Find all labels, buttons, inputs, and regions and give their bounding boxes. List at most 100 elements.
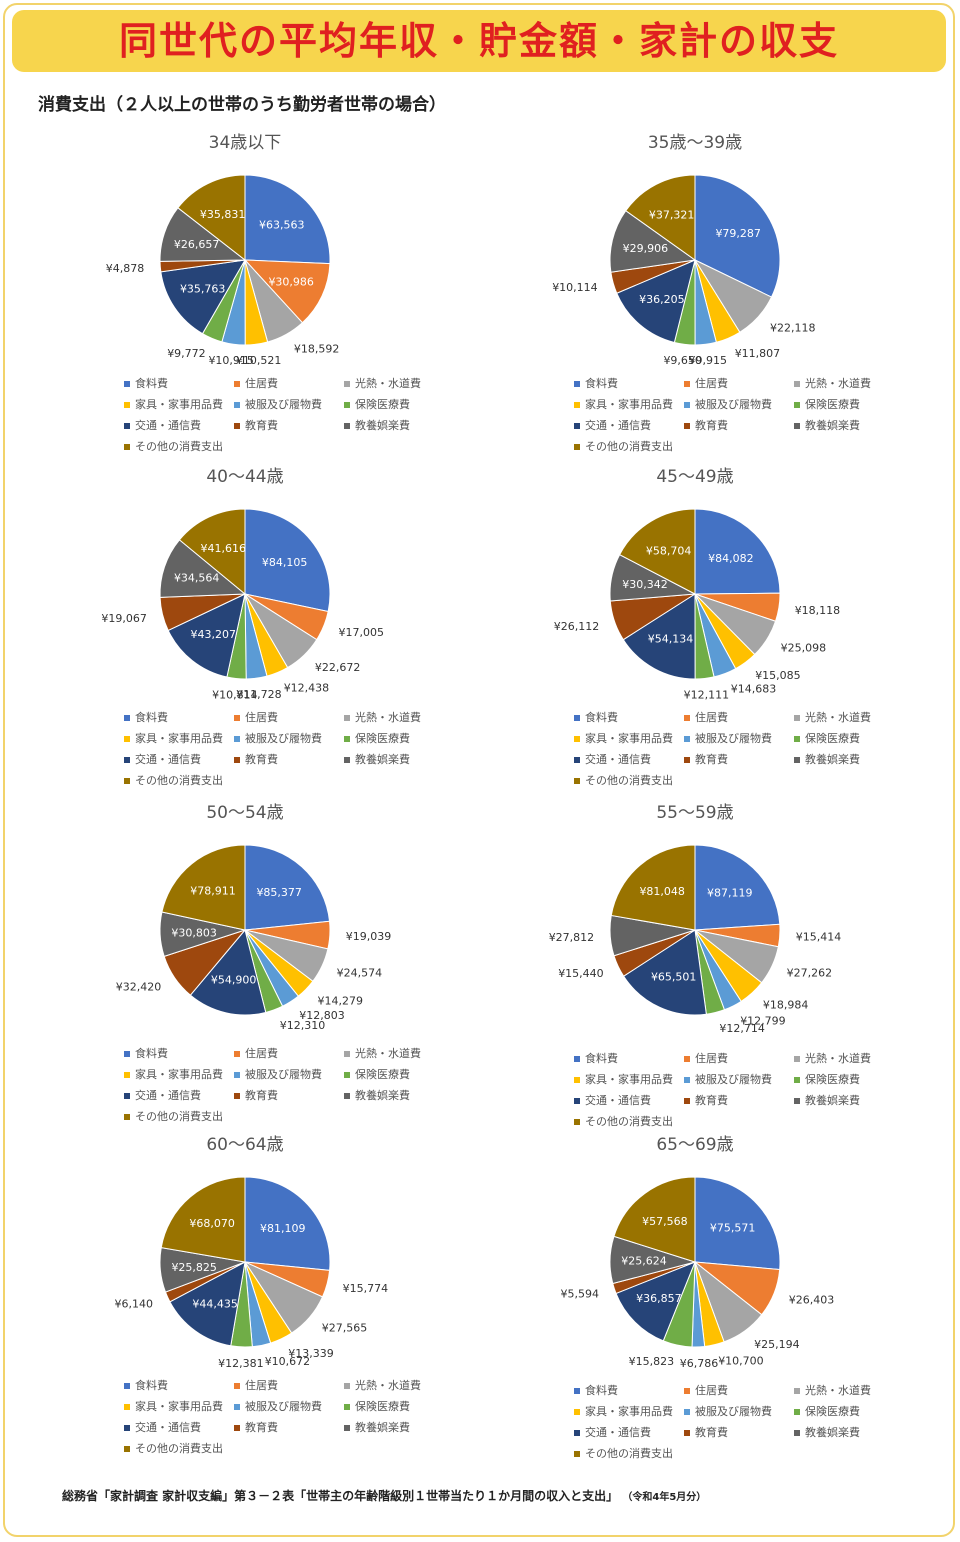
legend-item: 被服及び履物費 [234,1064,344,1085]
data-label: ¥25,825 [171,1261,217,1274]
data-label: ¥84,082 [708,552,754,565]
legend-item: 保険医療費 [344,394,454,415]
legend-item: 住居費 [234,1375,344,1396]
legend-swatch [124,1114,130,1120]
chart-title: 65～69歳 [656,1135,734,1155]
legend-label: 交通・通信費 [135,753,201,766]
data-label: ¥32,420 [116,981,162,994]
data-label: ¥57,568 [642,1215,688,1228]
legend-label: 交通・通信費 [135,419,201,432]
pie-slice [694,508,781,595]
legend-swatch [574,402,580,408]
legend-label: 光熱・水道費 [805,1052,871,1065]
chart-title: 55～59歳 [656,803,734,823]
legend-item: 交通・通信費 [124,749,234,770]
legend-swatch [344,402,350,408]
data-label: ¥25,624 [621,1255,667,1268]
legend-label: 光熱・水道費 [805,711,871,724]
legend-item: 教養娯楽費 [344,415,454,436]
data-label: ¥30,342 [622,578,668,591]
chart-legend: 食料費 住居費 光熱・水道費家具・家事用品費 被服及び履物費 保険医療費交通・通信費 教育… [124,1375,454,1459]
legend-item: その他の消費支出 [574,1111,684,1132]
legend-swatch [234,736,240,742]
legend-label: 食料費 [135,1047,168,1060]
legend-label: 保険医療費 [355,1400,410,1413]
legend-swatch [574,1077,580,1083]
legend-label: 教養娯楽費 [355,419,410,432]
data-label: ¥29,906 [623,242,669,255]
legend-item: 家具・家事用品費 [574,728,684,749]
pie-chart-panel: 34歳以下 ¥63,563 ¥30,986 ¥18,592 ¥10,521 ¥10,915… [40,128,480,458]
pie-slice [244,174,331,265]
legend-swatch [344,1383,350,1389]
pie-chart: ¥84,082 ¥18,118 ¥25,098 ¥15,085¥14,683¥12,1… [554,508,840,701]
legend-label: 光熱・水道費 [355,711,421,724]
data-label: ¥14,279 [318,994,364,1007]
data-label: ¥9,650 [663,354,702,367]
legend-item: 住居費 [684,1048,794,1069]
data-label: ¥36,857 [636,1292,682,1305]
pie-slice [159,539,247,598]
pie-slice [244,508,331,613]
legend-item: 保険医療費 [794,394,904,415]
legend-swatch [344,1404,350,1410]
legend-swatch [344,1072,350,1078]
data-label: ¥85,377 [256,886,302,899]
legend-swatch [234,381,240,387]
data-label: ¥84,105 [262,556,308,569]
legend-item: 光熱・水道費 [794,1048,904,1069]
legend-swatch [124,1051,130,1057]
legend-label: 教養娯楽費 [805,419,860,432]
legend-swatch [684,715,690,721]
data-label: ¥10,915 [208,354,254,367]
legend-swatch [574,1056,580,1062]
legend-item: 教育費 [684,749,794,770]
legend-label: 住居費 [695,711,728,724]
data-label: ¥12,111 [684,688,730,701]
data-label: ¥10,521 [236,354,282,367]
page-frame [3,3,955,1537]
data-label: ¥27,565 [322,1322,368,1335]
legend-swatch [234,715,240,721]
legend-item: 住居費 [234,373,344,394]
legend-swatch [234,402,240,408]
data-label: ¥22,672 [315,661,361,674]
legend-swatch [574,444,580,450]
data-label: ¥9,772 [167,347,206,360]
legend-swatch [684,402,690,408]
legend-label: 住居費 [695,1052,728,1065]
legend-label: 保険医療費 [355,732,410,745]
data-label: ¥37,321 [649,209,695,222]
legend-label: 住居費 [245,377,278,390]
pie-slice [615,1261,696,1342]
legend-item: 教育費 [684,415,794,436]
legend-label: 家具・家事用品費 [135,1068,223,1081]
legend-item: 教養娯楽費 [794,749,904,770]
legend-item: 交通・通信費 [124,415,234,436]
data-label: ¥81,109 [260,1222,306,1235]
legend-item: 食料費 [574,1048,684,1069]
legend-label: 教育費 [245,1421,278,1434]
legend-item: 光熱・水道費 [794,373,904,394]
data-label: ¥18,984 [763,999,809,1012]
legend-item: 住居費 [684,707,794,728]
legend-label: その他の消費支出 [585,440,673,453]
data-label: ¥12,714 [719,1022,765,1035]
legend-swatch [684,1098,690,1104]
legend-item: 保険医療費 [794,1069,904,1090]
legend-item: 食料費 [124,1043,234,1064]
legend-swatch [124,423,130,429]
legend-swatch [684,423,690,429]
legend-item: 保険医療費 [344,728,454,749]
legend-label: 住居費 [695,1384,728,1397]
legend-swatch [684,1077,690,1083]
legend-label: その他の消費支出 [135,440,223,453]
data-label: ¥4,878 [106,262,145,275]
pie-slice [616,259,696,344]
pie-slice [169,1261,246,1347]
legend-swatch [344,1093,350,1099]
legend-item: 家具・家事用品費 [124,1064,234,1085]
legend-swatch [684,381,690,387]
data-label: ¥27,812 [549,931,595,944]
chart-legend: 食料費 住居費 光熱・水道費家具・家事用品費 被服及び履物費 保険医療費交通・通信費 教育… [574,1380,904,1464]
